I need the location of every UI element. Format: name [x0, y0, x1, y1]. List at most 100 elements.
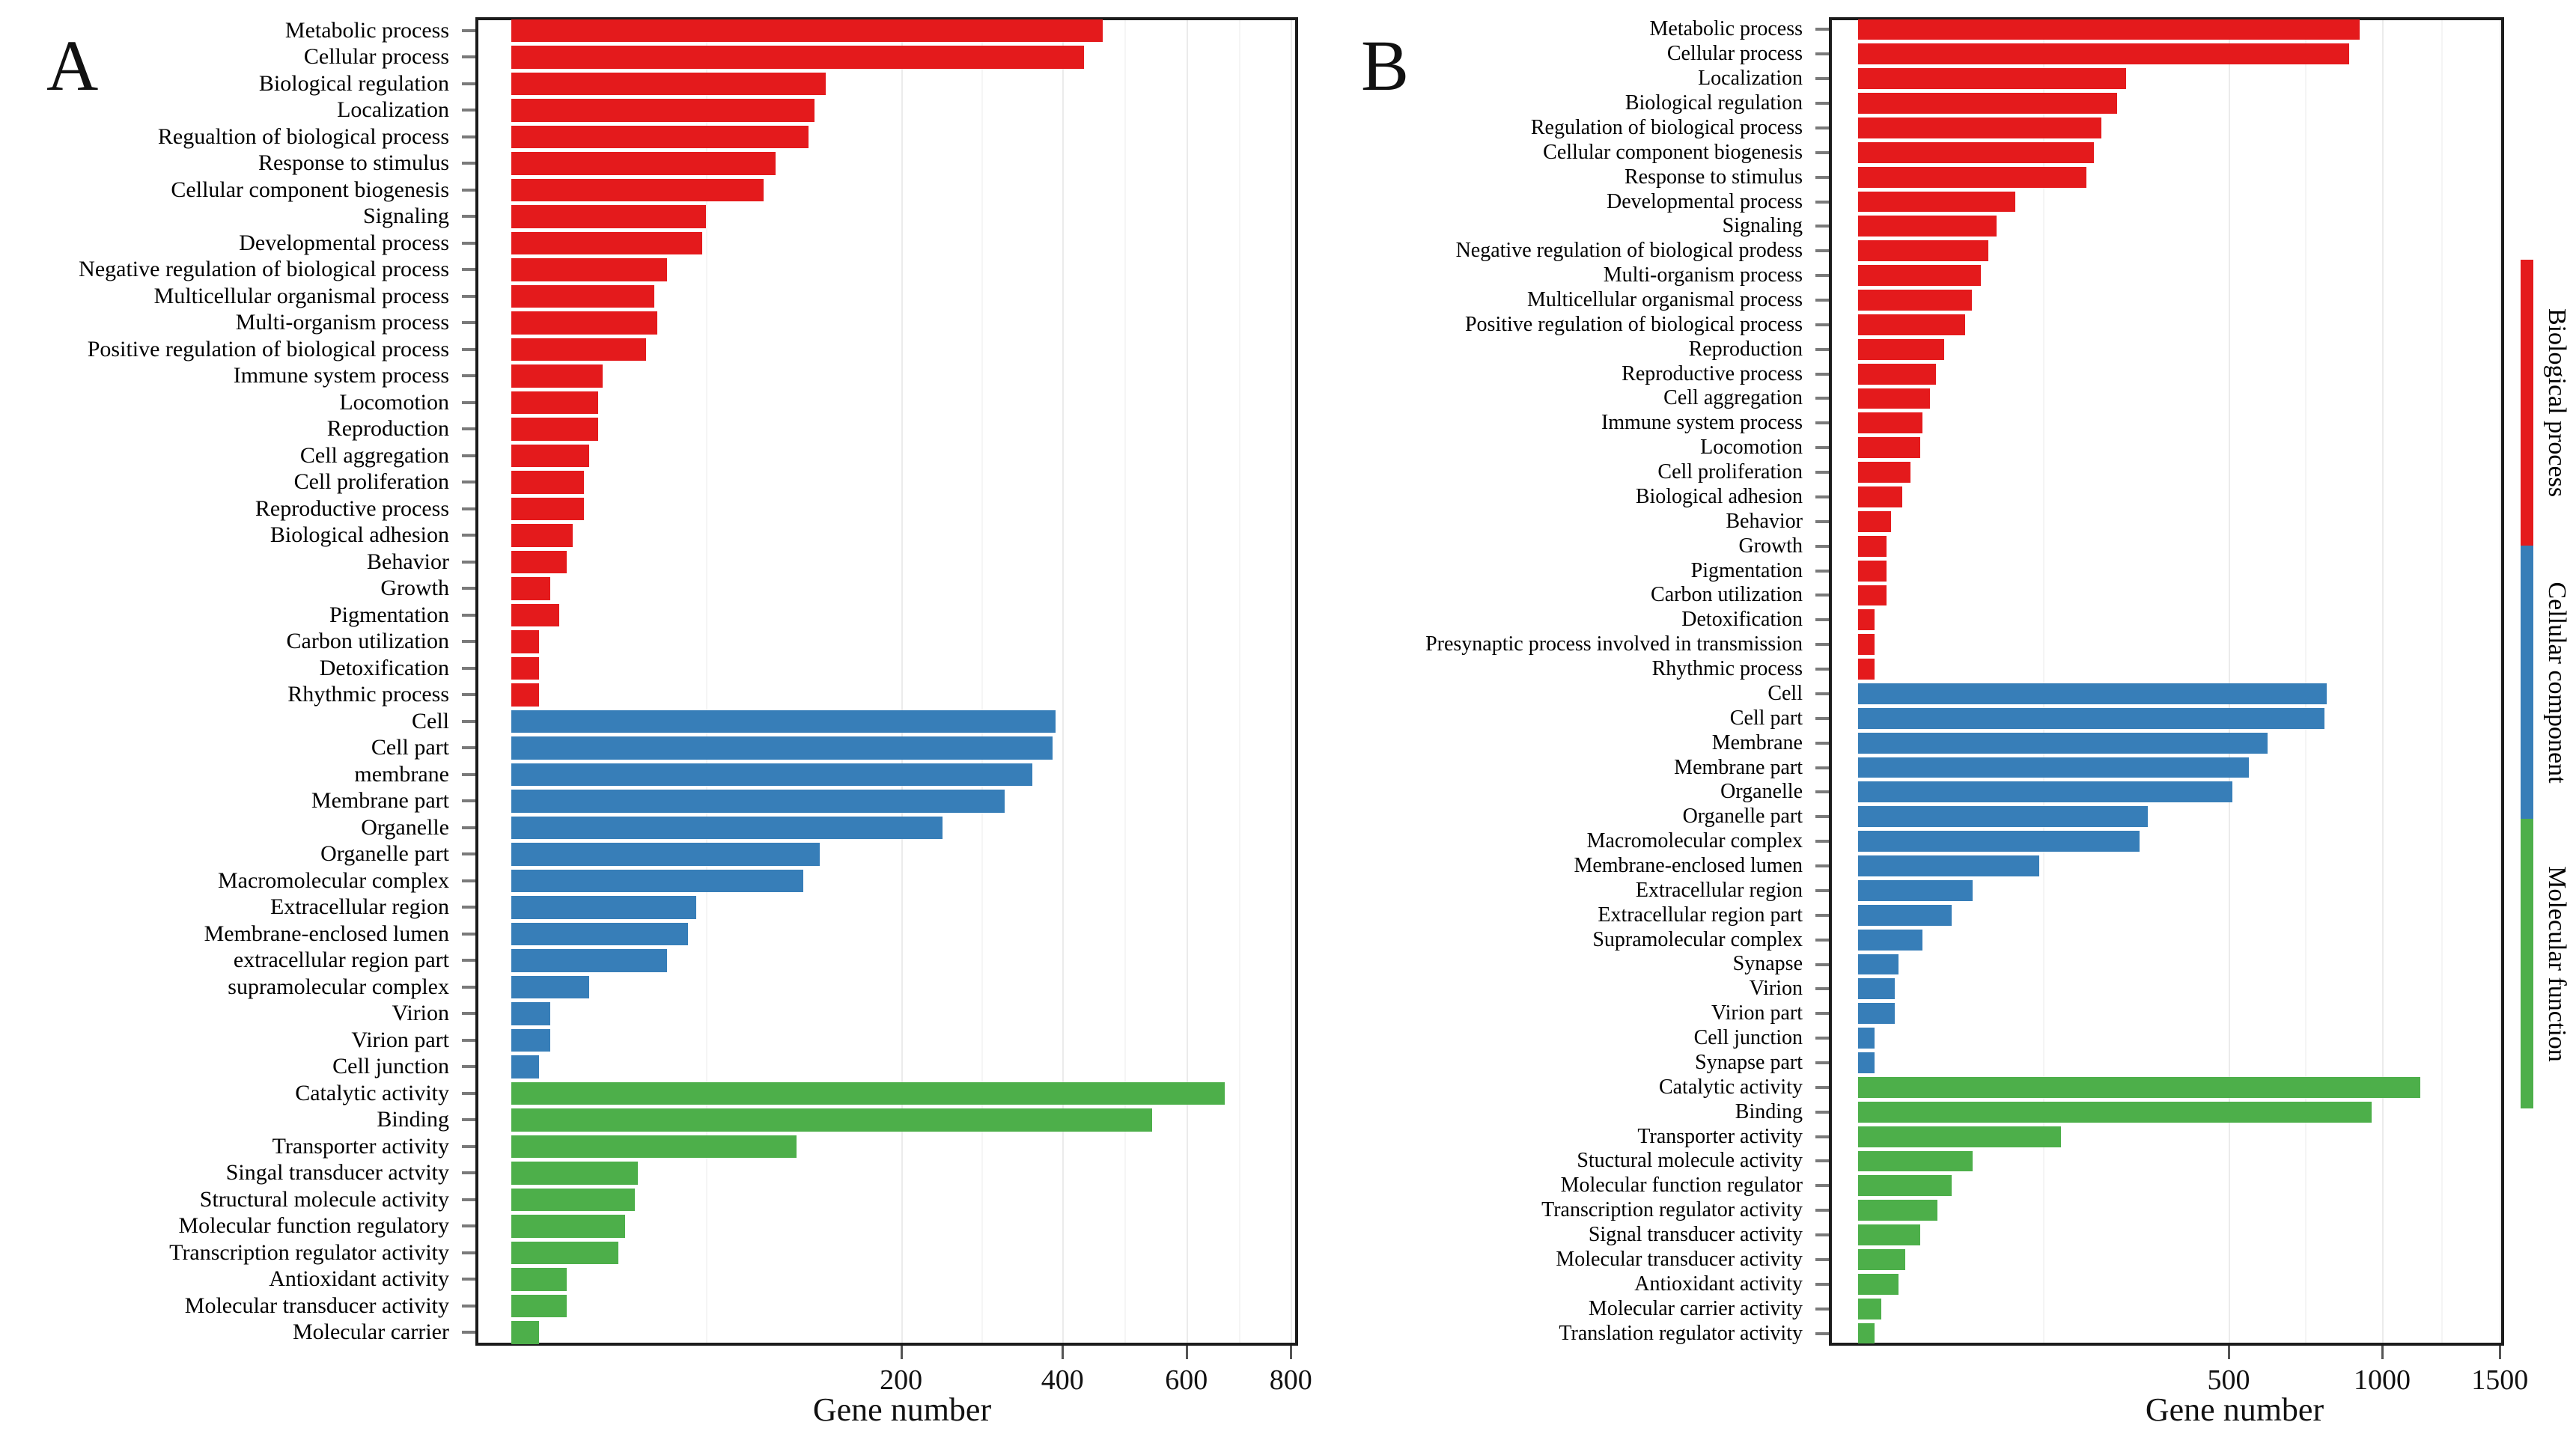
category-label: Regualtion of biological process [157, 123, 449, 149]
bar [511, 736, 1053, 760]
bar [511, 1135, 797, 1158]
bar [1858, 1273, 1899, 1295]
bar [1858, 191, 2015, 213]
y-axis-tick [462, 215, 475, 219]
plot-area [475, 17, 1298, 1346]
y-axis-tick [1815, 274, 1829, 278]
bar [511, 497, 585, 520]
y-axis-tick [462, 719, 475, 723]
major-gridline [1186, 20, 1188, 1343]
category-label: Metabolic process [1649, 17, 1803, 41]
category-label: Cell proliferation [293, 469, 449, 495]
y-axis-tick [1815, 102, 1829, 106]
bar [1858, 1322, 1875, 1344]
minor-gridline [2043, 20, 2045, 1343]
category-label: Reproduction [326, 416, 449, 442]
category-label: Positive regulation of biological proces… [1464, 312, 1803, 336]
category-label: Negative regulation of biological proces… [79, 257, 449, 282]
bar [511, 1028, 551, 1052]
x-tick-label: 1500 [2471, 1364, 2529, 1396]
y-axis-tick [1815, 888, 1829, 892]
x-tick-label: 800 [1269, 1364, 1312, 1396]
major-gridline [2228, 20, 2230, 1343]
bar [511, 922, 688, 945]
bar [1858, 19, 2360, 40]
category-label: Extracellular region part [1598, 903, 1803, 927]
minor-gridline [2440, 20, 2443, 1343]
bar [1858, 314, 1966, 335]
category-label: Transporter activity [1637, 1124, 1803, 1148]
y-axis-tick [462, 1091, 475, 1095]
bar [1858, 290, 1972, 311]
bar [511, 311, 657, 335]
bar [511, 524, 573, 547]
y-axis-tick [1815, 347, 1829, 351]
x-axis-tick [1290, 1346, 1293, 1359]
bar [1858, 338, 1945, 360]
bar [1858, 43, 2349, 65]
category-label: Virion [1749, 977, 1803, 1001]
bar [1858, 412, 1922, 434]
category-label: Biological regulation [258, 70, 449, 96]
bar [1858, 879, 1973, 901]
category-label: Virion [392, 1001, 449, 1026]
bar [1858, 1150, 1973, 1172]
y-axis-tick [1815, 840, 1829, 843]
bar [511, 710, 1056, 733]
category-label: Multicellular organismal process [153, 283, 449, 308]
bar [511, 790, 1005, 813]
y-axis-tick [1815, 1135, 1829, 1138]
y-axis-tick [462, 109, 475, 112]
category-label: Cell [1767, 681, 1803, 705]
category-label: Cell junction [1693, 1026, 1803, 1050]
bar [511, 205, 707, 228]
bar [1858, 707, 2324, 729]
bar [1858, 806, 2148, 828]
bar [1858, 683, 2327, 704]
y-axis-tick [462, 826, 475, 829]
bar [1858, 929, 1922, 951]
y-axis-tick [462, 932, 475, 936]
category-label: Molecular transducer activity [184, 1293, 449, 1318]
major-gridline [901, 20, 903, 1343]
category-label: Macromolecular complex [217, 867, 449, 893]
bar [511, 364, 603, 388]
y-axis-tick [1815, 1307, 1829, 1311]
y-axis-tick [462, 693, 475, 697]
y-axis-tick [1815, 1110, 1829, 1114]
y-axis-tick [1815, 962, 1829, 966]
category-label: Behavior [1726, 509, 1803, 533]
category-label: Cell aggregation [299, 442, 449, 468]
y-axis-tick [462, 135, 475, 138]
bar [511, 231, 703, 254]
plot-area [1829, 17, 2504, 1346]
y-axis-tick [1815, 668, 1829, 671]
category-label: Biological regulation [1625, 91, 1803, 115]
bar [511, 125, 809, 148]
category-label: Rhythmic process [1651, 657, 1803, 681]
category-label: Macromolecular complex [1586, 829, 1803, 853]
category-label: Cellular process [1666, 42, 1803, 66]
category-label: Membrane-enclosed lumen [1574, 854, 1803, 877]
category-label: Stuctural molecule activity [1577, 1149, 1803, 1173]
bar [1858, 1224, 1920, 1245]
y-axis-tick [1815, 1012, 1829, 1016]
category-label: Molecular function regulator [1560, 1174, 1803, 1198]
bar [1858, 265, 1982, 287]
category-label: Positive regulation of biological proces… [87, 336, 449, 361]
bar [1858, 388, 1931, 409]
bar [1858, 855, 2040, 876]
bar [511, 178, 764, 201]
bar [511, 1215, 625, 1238]
y-axis-tick [1815, 249, 1829, 253]
x-tick-label: 1000 [2353, 1364, 2411, 1396]
major-gridline [2500, 20, 2502, 1343]
bar [511, 1055, 539, 1078]
y-axis-tick [462, 906, 475, 909]
panel-letter-a: A [46, 25, 99, 106]
y-axis-tick [462, 852, 475, 856]
y-axis-tick [1815, 1037, 1829, 1040]
y-axis-tick [1815, 716, 1829, 720]
category-label: Cell [412, 708, 449, 733]
y-axis-tick [1815, 421, 1829, 425]
